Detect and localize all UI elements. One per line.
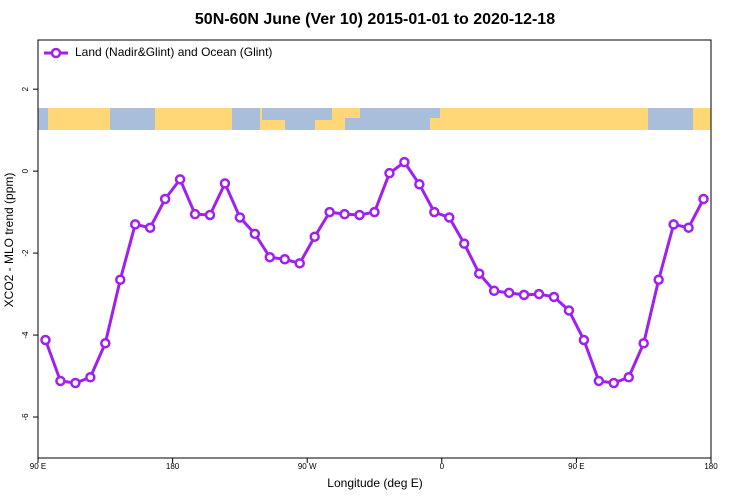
data-point (444, 212, 455, 223)
data-point (548, 291, 560, 303)
data-point (429, 206, 440, 218)
data-point (563, 305, 575, 316)
data-point (174, 174, 186, 185)
data-point (234, 212, 246, 223)
data-point (294, 258, 305, 269)
data-point (324, 206, 335, 218)
data-point (219, 178, 231, 189)
data-point (279, 253, 291, 265)
data-point (204, 209, 216, 221)
data-point (309, 231, 320, 242)
data-point (533, 288, 545, 300)
data-point (488, 285, 500, 297)
data-point (339, 208, 350, 220)
data-point (578, 334, 590, 346)
data-point (503, 287, 515, 299)
data-point (264, 251, 276, 263)
data-point (249, 228, 261, 240)
legend-marker (50, 47, 62, 59)
y-tick-label: 0 (21, 168, 30, 173)
chart-title: 50N-60N June (Ver 10) 2015-01-01 to 2020… (195, 11, 555, 28)
data-point (384, 167, 395, 179)
data-point (608, 377, 620, 389)
x-tick-label: 90 E (568, 462, 584, 471)
x-tick-label: 0 (440, 462, 445, 471)
data-point (623, 372, 634, 383)
data-point (698, 193, 709, 205)
y-tick-label: -6 (21, 413, 30, 421)
data-point (40, 334, 51, 346)
data-point (518, 289, 530, 301)
data-point (115, 274, 126, 285)
data-point (189, 208, 201, 220)
x-axis-label: Longitude (deg E) (327, 476, 422, 490)
data-point (129, 219, 141, 230)
data-point (85, 372, 96, 383)
y-axis-label: XCO2 - MLO trend (ppm) (2, 173, 16, 308)
legend-label: Land (Nadir&Glint) and Ocean (Glint) (75, 45, 272, 59)
data-point (70, 377, 81, 389)
data-point (100, 338, 111, 349)
data-point (593, 375, 605, 387)
map-strip (38, 108, 711, 130)
data-point (458, 238, 470, 249)
data-point (683, 222, 694, 233)
x-tick-label: 90 W (298, 462, 317, 471)
x-tick-label: 90 E (30, 462, 46, 471)
x-tick-label: 180 (166, 462, 180, 471)
data-point (159, 193, 171, 205)
y-tick-label: 2 (21, 86, 30, 91)
data-point (668, 219, 679, 230)
data-point (354, 209, 365, 221)
data-point (399, 156, 410, 168)
y-tick-label: -2 (21, 249, 30, 257)
data-point (414, 179, 425, 190)
data-point (653, 274, 664, 285)
data-point (638, 338, 649, 349)
x-tick-label: 180 (704, 462, 718, 471)
data-point (55, 375, 66, 387)
data-point (144, 222, 156, 233)
y-tick-label: -4 (21, 331, 30, 339)
plot-frame (37, 39, 712, 459)
data-line (44, 159, 705, 385)
data-point (473, 268, 485, 279)
data-point (369, 206, 380, 218)
